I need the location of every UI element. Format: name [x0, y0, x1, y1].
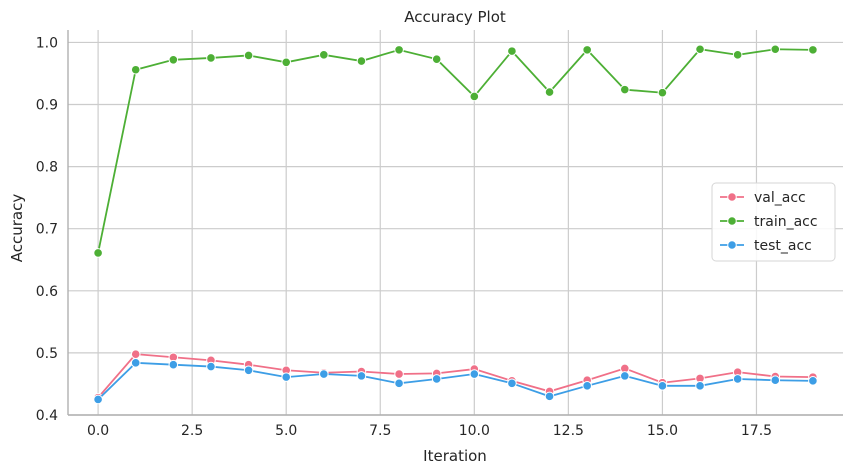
- data-point: [544, 87, 555, 97]
- data-point: [319, 369, 329, 379]
- data-point: [657, 87, 668, 98]
- data-point: [431, 54, 442, 64]
- series-layer: [93, 44, 818, 405]
- data-point: [469, 369, 480, 379]
- data-point: [93, 394, 103, 405]
- data-point: [770, 44, 781, 55]
- legend-marker: [727, 216, 737, 226]
- data-point: [356, 371, 367, 381]
- data-point: [732, 374, 743, 384]
- y-tick-label: 0.6: [36, 284, 58, 300]
- x-tick-label: 10.0: [459, 423, 490, 439]
- x-tick-label: 2.5: [181, 423, 203, 439]
- legend-box: [711, 182, 836, 262]
- legend-item-train_acc: train_acc: [720, 214, 818, 230]
- data-point: [544, 391, 555, 402]
- legend-item-test_acc: test_acc: [720, 238, 812, 254]
- x-tick-label: 5.0: [275, 423, 297, 439]
- legend-label: train_acc: [754, 214, 818, 230]
- legend-label: test_acc: [754, 238, 812, 254]
- x-tick-label: 7.5: [369, 423, 391, 439]
- data-point: [394, 378, 404, 389]
- x-tick-label: 12.5: [553, 423, 584, 439]
- data-point: [507, 46, 517, 56]
- data-point: [582, 381, 592, 391]
- x-tick-label: 15.0: [647, 423, 678, 439]
- series-test_acc: [93, 358, 818, 405]
- data-point: [507, 378, 517, 389]
- data-point: [808, 376, 818, 386]
- data-point: [619, 371, 630, 381]
- data-point: [394, 369, 404, 379]
- data-point: [93, 248, 103, 258]
- data-point: [808, 45, 818, 55]
- x-axis-label: Iteration: [423, 447, 487, 465]
- data-point: [770, 375, 781, 386]
- y-axis-label: Accuracy: [8, 194, 26, 263]
- data-point: [356, 56, 367, 66]
- axes-spines: [67, 30, 843, 416]
- data-point: [695, 44, 705, 55]
- legend-label: val_acc: [754, 190, 806, 206]
- y-axis-ticks: 0.4 0.5 0.6 0.7 0.8 0.9 1.0: [36, 35, 58, 424]
- series-train_acc: [93, 44, 818, 258]
- y-tick-label: 0.7: [36, 222, 58, 238]
- data-point: [319, 50, 329, 60]
- legend-item-val_acc: val_acc: [720, 190, 806, 206]
- chart-title: Accuracy Plot: [404, 8, 506, 26]
- data-point: [619, 84, 630, 95]
- data-point: [695, 381, 705, 391]
- legend-marker: [727, 192, 737, 202]
- data-point: [168, 359, 179, 370]
- x-tick-label: 0.0: [87, 423, 109, 439]
- data-point: [206, 53, 216, 63]
- data-point: [281, 372, 292, 382]
- y-tick-label: 0.8: [36, 160, 58, 176]
- series-line: [97, 353, 813, 399]
- data-point: [582, 45, 592, 55]
- data-point: [168, 55, 179, 65]
- x-axis-ticks: 0.0 2.5 5.0 7.5 10.0 12.5 15.0 17.5: [87, 423, 772, 439]
- data-point: [732, 50, 743, 60]
- grid: [68, 30, 843, 416]
- legend: val_acc train_acc test_acc: [711, 182, 836, 262]
- y-tick-label: 0.5: [36, 346, 58, 362]
- x-tick-label: 17.5: [741, 423, 772, 439]
- data-point: [431, 374, 442, 384]
- data-point: [243, 50, 254, 61]
- legend-marker: [727, 240, 737, 250]
- series-line: [97, 48, 813, 254]
- data-point: [206, 361, 216, 372]
- series-line: [97, 361, 813, 401]
- y-tick-label: 0.9: [36, 98, 58, 114]
- y-tick-label: 1.0: [36, 35, 58, 51]
- data-point: [394, 45, 404, 55]
- data-point: [130, 349, 141, 359]
- data-point: [130, 64, 141, 75]
- y-tick-label: 0.4: [36, 408, 58, 424]
- data-point: [243, 365, 254, 376]
- data-point: [130, 358, 141, 368]
- data-point: [281, 57, 292, 68]
- data-point: [657, 381, 668, 391]
- data-point: [469, 91, 480, 102]
